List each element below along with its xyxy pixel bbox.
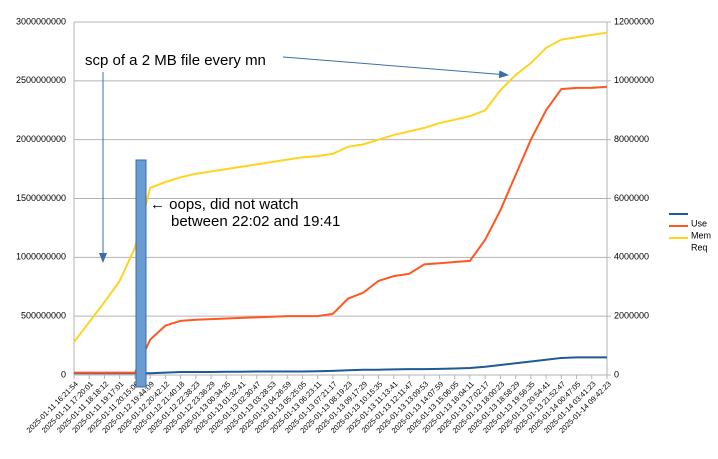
y-tick-label: 1000000000 — [16, 252, 66, 262]
y2-tick-label: 12000000 — [614, 16, 654, 26]
annotation: scp of a 2 MB file every mn — [85, 52, 266, 69]
legend-label: Use — [691, 218, 707, 228]
y-tick-label: 3000000000 — [16, 16, 66, 26]
y2-tick-label: 10000000 — [614, 75, 654, 85]
y-tick-label: 2500000000 — [16, 75, 66, 85]
y2-tick-label: 0 — [614, 369, 619, 379]
y2-tick-label: 4000000 — [614, 252, 649, 262]
legend-label: Mem — [691, 230, 711, 240]
y2-tick-label: 2000000 — [614, 311, 649, 321]
y-tick-label: 2000000000 — [16, 134, 66, 144]
annotation: ← oops, did not watch — [150, 196, 298, 213]
y-tick-label: 0 — [61, 369, 66, 379]
series-line — [74, 356, 607, 375]
annotation: between 22:02 and 19:41 — [171, 213, 340, 230]
y2-tick-label: 6000000 — [614, 193, 649, 203]
series-line — [73, 31, 608, 343]
y-tick-label: 1500000000 — [16, 193, 66, 203]
legend-label: Req — [691, 242, 708, 252]
annotation-arrow — [282, 56, 509, 79]
series-line — [74, 85, 608, 374]
y2-tick-label: 8000000 — [614, 134, 649, 144]
gap-marker — [135, 159, 147, 388]
y-tick-label: 500000000 — [21, 311, 66, 321]
